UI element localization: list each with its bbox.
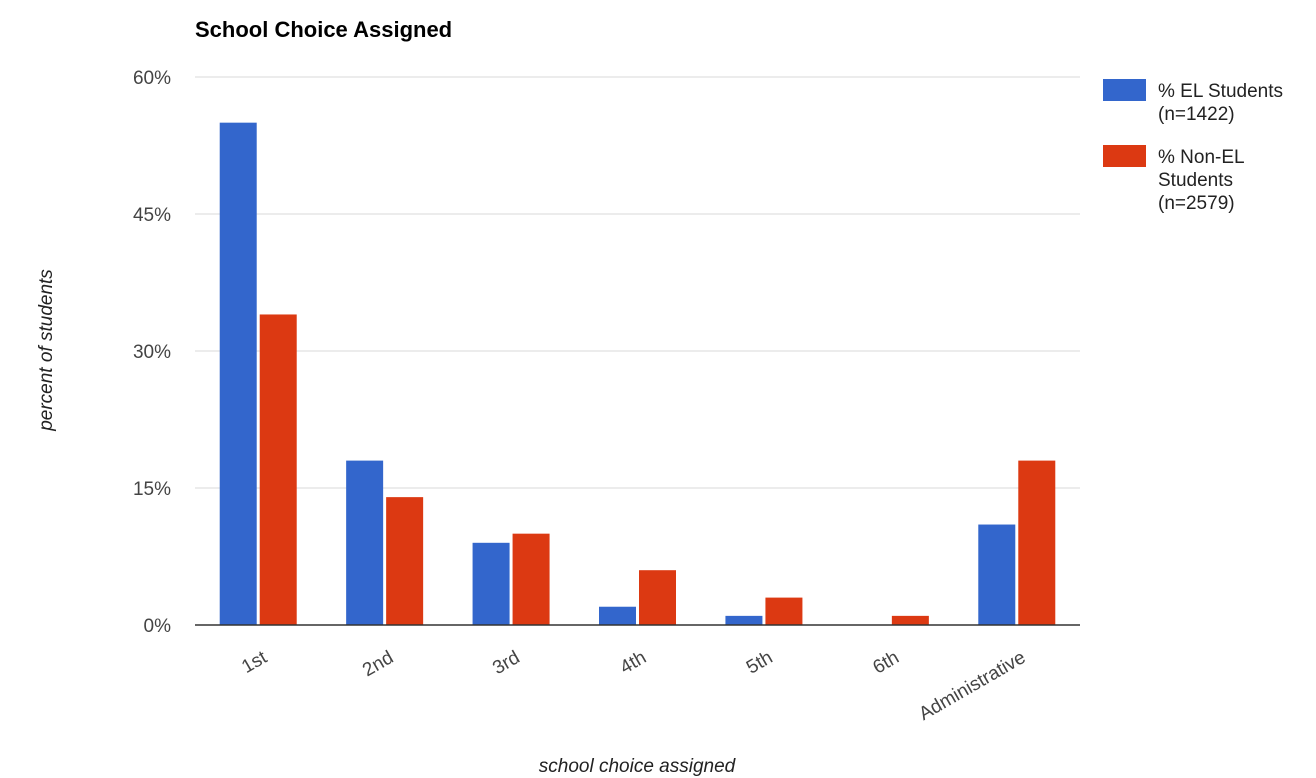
legend-label: Students [1158,170,1233,191]
bar-non-el-3rd [512,533,550,625]
bars [195,122,1080,626]
y-tick-label: 30% [133,342,171,363]
bar-non-el-2nd [386,497,424,625]
bar-el-2nd [346,460,384,625]
grid-lines [195,76,1080,489]
x-axis-title: school choice assigned [539,756,737,777]
x-tick-label: 6th [869,647,902,678]
x-tick-label: 2nd [359,647,397,681]
bar-non-el-4th [639,570,676,625]
bar-el-5th [725,615,763,625]
legend-swatch [1103,79,1146,101]
y-axis-title: percent of students [36,269,57,432]
y-axis-ticks: 0% 15% 30% 45% 60% [133,68,171,637]
y-tick-label: 45% [133,205,171,226]
legend-label: % EL Students [1158,81,1283,102]
legend-label: (n=1422) [1158,104,1235,125]
bar-non-el-1st [259,314,297,625]
bar-el-4th [599,606,636,625]
x-tick-label: 4th [617,647,650,678]
legend-label: (n=2579) [1158,193,1235,214]
x-axis-ticks: 1st 2nd 3rd 4th 5th 6th Administrative [238,647,1029,725]
x-tick-label: Administrative [915,647,1029,725]
y-tick-label: 15% [133,479,171,500]
bar-non-el-6th [891,615,929,625]
x-tick-label: 1st [238,647,271,678]
bar-el-3rd [472,542,510,625]
legend: % EL Students(n=1422) % Non-ELStudents(n=… [1103,79,1283,214]
chart-title: School Choice Assigned [195,17,452,42]
bar-el-1st [219,122,257,626]
bar-non-el-administrative [1018,460,1056,625]
bar-el-administrative [978,524,1016,625]
bar-non-el-5th [765,597,803,625]
y-tick-label: 60% [133,68,171,89]
x-tick-label: 5th [743,647,776,678]
legend-swatch [1103,145,1146,167]
legend-label: % Non-EL [1158,147,1245,168]
y-tick-label: 0% [144,616,172,637]
x-tick-label: 3rd [489,647,523,679]
